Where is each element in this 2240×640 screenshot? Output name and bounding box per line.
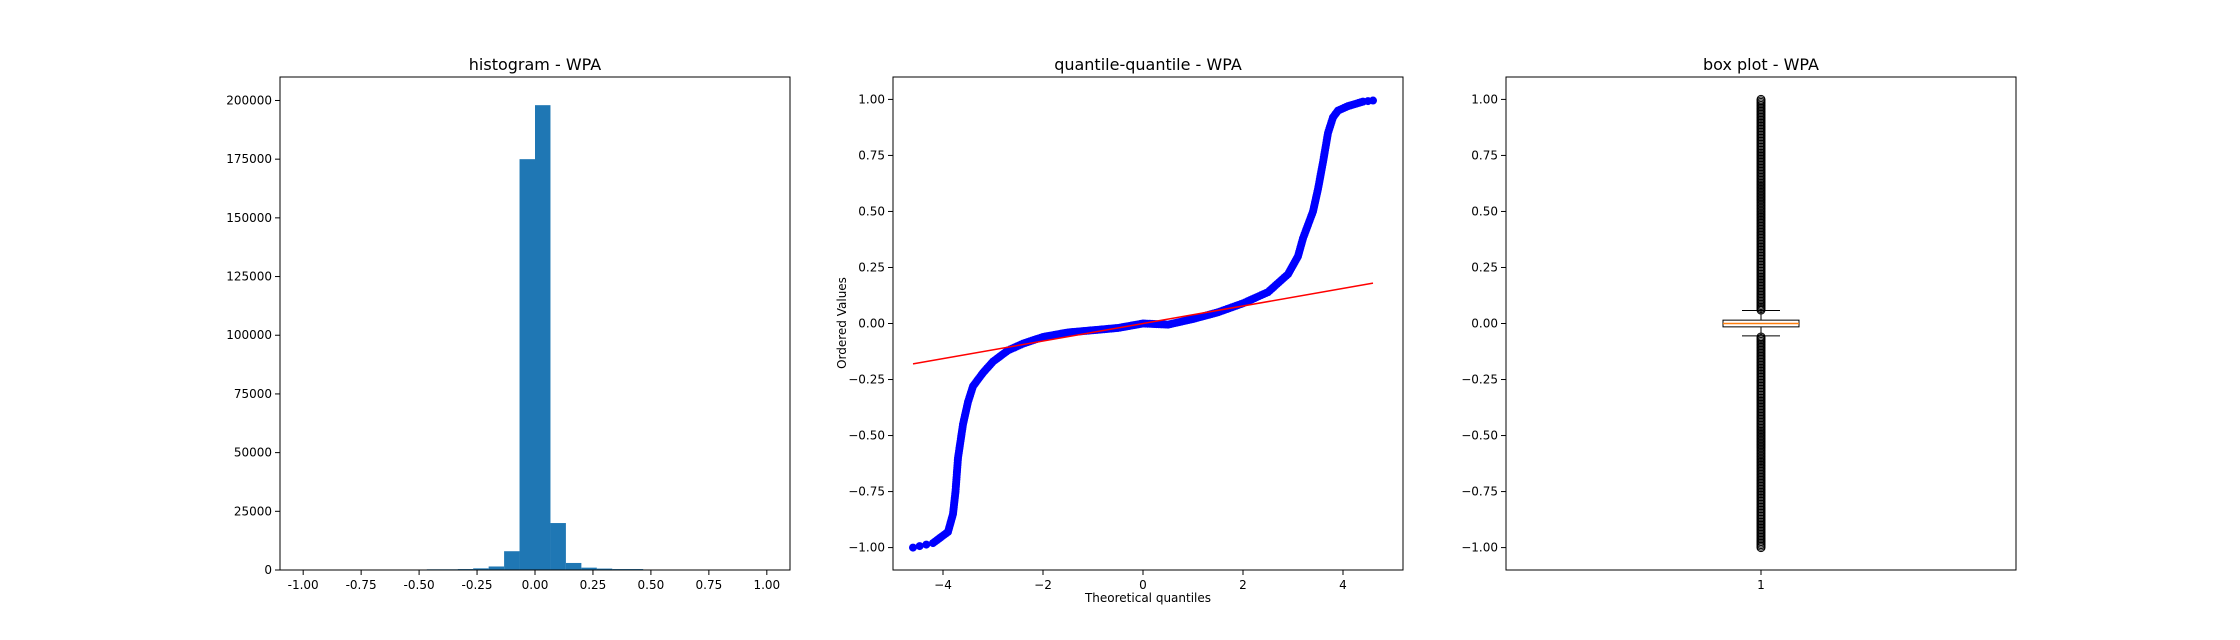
x-tick-label: −4 bbox=[934, 578, 952, 592]
y-tick-label: 0.25 bbox=[858, 260, 885, 274]
x-tick-label: -0.75 bbox=[346, 578, 377, 592]
histogram-bar bbox=[504, 551, 520, 570]
boxplot-plot-area bbox=[1722, 94, 1800, 553]
x-tick-label: 0.00 bbox=[522, 578, 549, 592]
y-tick-label: −0.50 bbox=[848, 429, 885, 443]
y-tick-label: 125000 bbox=[226, 270, 272, 284]
x-tick-label: 0.50 bbox=[638, 578, 665, 592]
x-tick-label: 2 bbox=[1239, 578, 1247, 592]
x-tick-label: 0.25 bbox=[580, 578, 607, 592]
y-tick-label: −0.75 bbox=[848, 485, 885, 499]
qq-point bbox=[1369, 96, 1377, 105]
y-tick-label: 0 bbox=[264, 563, 272, 577]
boxplot-panel: box plot - WPA 1 −1.00 −0.75 −0.50 −0.25 0.0… bbox=[1461, 55, 2017, 592]
y-tick-label: 0.75 bbox=[1471, 148, 1498, 162]
y-tick-label: 100000 bbox=[226, 328, 272, 342]
y-tick-label: 25000 bbox=[234, 504, 272, 518]
x-tick-label: 4 bbox=[1339, 578, 1347, 592]
y-tick-label: 175000 bbox=[226, 152, 272, 166]
y-tick-label: 150000 bbox=[226, 211, 272, 225]
y-tick-label: 50000 bbox=[234, 446, 272, 460]
x-tick-label: -0.50 bbox=[404, 578, 435, 592]
y-tick-label: 0.25 bbox=[1471, 260, 1498, 274]
histogram-y-axis: 0 25000 50000 75000 100000 125000 150000 175000… bbox=[226, 93, 280, 577]
y-tick-label: 75000 bbox=[234, 387, 272, 401]
qq-y-axis-label: Ordered Values bbox=[835, 277, 849, 369]
histogram-bar bbox=[473, 568, 489, 570]
qq-x-axis: −4 −2 0 2 4 bbox=[934, 570, 1347, 592]
qq-plot-area bbox=[909, 96, 1377, 552]
qq-point bbox=[915, 542, 924, 551]
x-tick-label: 0 bbox=[1139, 578, 1147, 592]
qq-point bbox=[922, 540, 931, 549]
histogram-x-axis: -1.00 -0.75 -0.50 -0.25 0.00 0.25 0.50 0.75 1.00 bbox=[288, 570, 780, 592]
histogram-panel: histogram - WPA -1.00 -0.75 -0.50 -0.25 0.00… bbox=[226, 55, 791, 592]
y-tick-label: −0.25 bbox=[848, 373, 885, 387]
y-tick-label: 1.00 bbox=[1471, 92, 1498, 106]
histogram-bar bbox=[550, 523, 566, 570]
boxplot-flier bbox=[1756, 94, 1766, 104]
y-tick-label: −0.50 bbox=[1461, 429, 1498, 443]
x-tick-label: 1 bbox=[1757, 578, 1765, 592]
x-tick-label: -0.25 bbox=[462, 578, 493, 592]
histogram-plot-area bbox=[426, 105, 659, 571]
qq-x-axis-label: Theoretical quantiles bbox=[1084, 591, 1211, 605]
y-tick-label: 0.50 bbox=[1471, 204, 1498, 218]
y-tick-label: 1.00 bbox=[858, 92, 885, 106]
y-tick-label: 200000 bbox=[226, 93, 272, 107]
boxplot-y-axis: −1.00 −0.75 −0.50 −0.25 0.00 0.25 0.50 0.75 1.00 bbox=[1461, 92, 1506, 555]
histogram-bar bbox=[565, 562, 582, 570]
y-tick-label: 0.00 bbox=[1471, 317, 1498, 331]
y-tick-label: 0.75 bbox=[858, 148, 885, 162]
histogram-title: histogram - WPA bbox=[469, 55, 602, 74]
histogram-bar bbox=[581, 567, 597, 570]
histogram-bar bbox=[596, 568, 613, 570]
y-tick-label: 0.50 bbox=[858, 204, 885, 218]
qq-point bbox=[909, 543, 917, 552]
qq-title: quantile-quantile - WPA bbox=[1054, 55, 1242, 74]
qq-y-axis: −1.00 −0.75 −0.50 −0.25 0.00 0.25 0.50 0.75 1.00 bbox=[848, 92, 893, 555]
y-tick-label: 0.00 bbox=[858, 317, 885, 331]
x-tick-label: -1.00 bbox=[288, 578, 319, 592]
boxplot-x-axis: 1 bbox=[1757, 570, 1765, 592]
x-tick-label: 1.00 bbox=[753, 578, 780, 592]
histogram-bar bbox=[488, 566, 505, 570]
qq-fit-line bbox=[912, 282, 1374, 365]
x-tick-label: −2 bbox=[1034, 578, 1052, 592]
y-tick-label: −1.00 bbox=[1461, 541, 1498, 555]
histogram-bar bbox=[519, 159, 535, 570]
y-tick-label: −0.25 bbox=[1461, 373, 1498, 387]
y-tick-label: −0.75 bbox=[1461, 485, 1498, 499]
boxplot-title: box plot - WPA bbox=[1703, 55, 1819, 74]
x-tick-label: 0.75 bbox=[696, 578, 723, 592]
qq-panel: quantile-quantile - WPA Theoretical quan… bbox=[835, 55, 1404, 605]
histogram-bar bbox=[535, 105, 551, 571]
y-tick-label: −1.00 bbox=[848, 541, 885, 555]
